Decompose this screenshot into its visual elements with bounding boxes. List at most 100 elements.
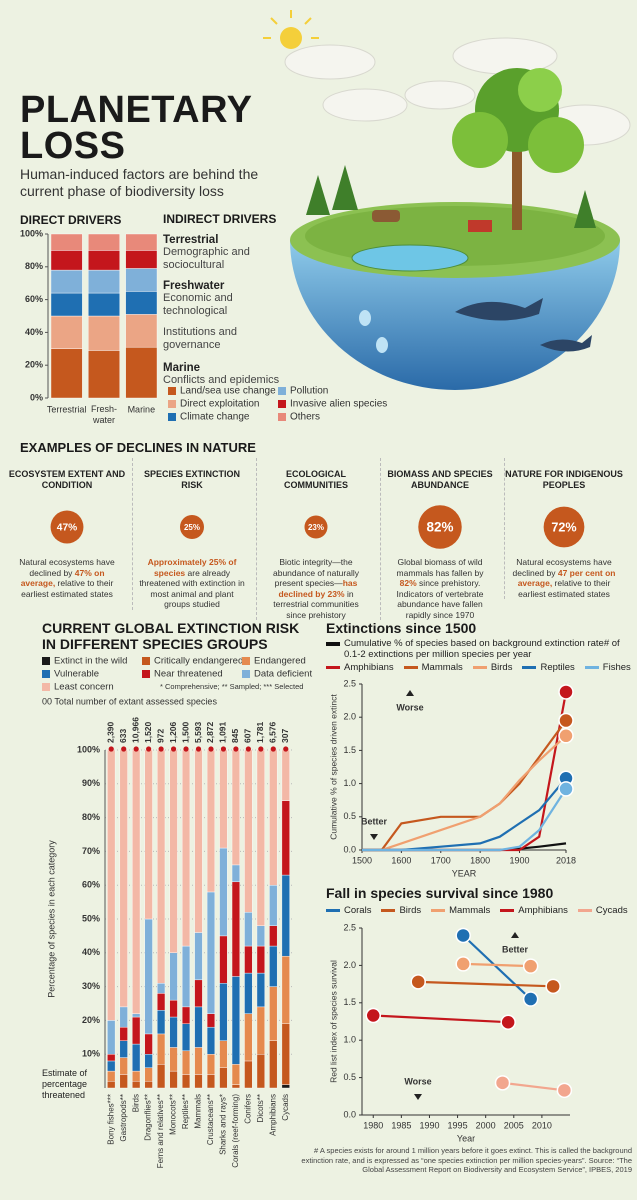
legend-swatch [381,909,396,912]
legend-label: Pollution [290,386,328,397]
example: BIOMASS AND SPECIES ABUNDANCE 82% Global b… [380,458,499,620]
bar-segment [269,925,278,947]
legend-item: Corals [326,905,371,916]
driver-text: Conflicts and epidemics [163,374,280,386]
deer [372,210,400,222]
point-marker [455,927,471,944]
series-line [362,734,567,852]
y-tick-label: 0.0 [343,844,356,854]
count-dot [133,746,139,752]
count-label: 845 [230,729,240,743]
y-tick-label: 100% [20,228,43,238]
count-dot [195,746,202,752]
y-tick-label: 60% [25,294,43,304]
y-tick-label: 20% [82,1015,100,1025]
section-title: INDIRECT DRIVERS [163,212,277,226]
jellyfish [359,310,388,353]
example-value: 72% [551,520,576,534]
tree-trunk [512,130,522,230]
x-tick-label: Birds [131,1094,140,1112]
x-tick-label: 1600 [391,855,411,865]
count-dot [233,746,239,752]
y-tick-label: 20% [25,360,43,370]
chart-title: CURRENT GLOBAL EXTINCTION RISK IN DIFFER… [42,620,300,652]
x-tick-label: Dicots** [256,1094,265,1122]
annotation-arrow [511,932,519,938]
driver-text: Economic and technological [163,292,233,317]
bar-segment [169,749,178,954]
bar-segment [169,1070,178,1089]
example-figure: 25% [180,515,204,539]
y-tick-label: 40% [82,947,100,957]
legend-item: Mammals [403,662,463,673]
bar-segment [107,1070,116,1082]
bar-segment [119,1040,128,1058]
y-axis-label: Cumulative % of species driven extinct [328,694,338,840]
bar-segment [107,1020,116,1055]
legend-label: Mammals [421,662,463,673]
bar-segment [219,847,228,937]
example-circle [418,505,462,549]
bar-segment [231,976,240,1065]
legend-item: Fishes [584,662,631,673]
count-label: 1,500 [180,721,190,743]
legend-label: Birds [399,905,422,916]
example-emphasis: 47 per cent on average, [517,567,616,589]
bar-segment [157,1064,166,1089]
count-label: 2,872 [205,721,215,743]
y-tick-label: 2.0 [343,960,356,970]
bar-segment [50,269,83,294]
x-tick-label: 1995 [448,1120,468,1130]
legend-label: Reptiles [540,662,575,673]
legend-label: Land/sea use change [180,386,276,397]
sun-rays [263,10,319,39]
tractor [468,220,492,232]
point-marker [410,974,426,990]
legend-label: Endangered [254,656,306,667]
y-tick-label: 0.5 [343,811,356,821]
example-text-part: are already threatened with extinction i… [139,567,245,610]
x-tick-label: 1990 [419,1120,439,1130]
point-marker [558,684,574,700]
bar-segment [88,292,120,317]
legend-item: Reptiles [522,662,575,673]
example-text: Global biomass of wild mammals has falle… [381,557,499,620]
point-marker [522,991,539,1007]
bar-segment [50,348,83,399]
bar-segment [50,292,83,317]
example-text-part: Natural ecosystems have declined by [512,557,612,578]
chart-title: DIRECT DRIVERS [20,213,122,227]
bar-segment [244,1013,253,1062]
y-tick-label: 30% [82,981,100,991]
bar-segment [206,891,216,1014]
bar-segment [125,291,158,315]
legend-swatch [168,387,176,395]
series-line [462,934,532,1000]
legend-item: Birds [472,662,513,673]
series-line [362,719,567,852]
pond [351,244,469,272]
legend-label: Birds [490,662,513,673]
bar-segment [88,233,120,251]
bar-segment [50,250,83,271]
bar-segment [194,932,203,981]
legend-swatch [242,670,250,678]
legend-item: Amphibians [500,905,568,916]
bar-segment [119,1057,128,1075]
example-emphasis: 82% [399,578,417,588]
bar-segment [157,993,166,1011]
example: ECOSYSTEM EXTENT AND CONDITION 47% Natural… [8,458,126,599]
x-tick-label: 2000 [476,1120,496,1130]
y-tick-label: 60% [82,880,100,890]
bar-segment [157,1010,166,1035]
count-dot [170,746,177,752]
series-line [463,962,531,968]
example-circle [304,515,328,539]
legend-swatch [42,670,50,678]
count-label: 10,966 [130,717,140,743]
example: SPECIES EXTINCTION RISK 25% Approximately … [132,458,251,610]
bar-segment [256,749,265,926]
count-dot [158,746,164,752]
bar-segment [281,1084,290,1089]
example-text: Approximately 25% of species are already… [133,557,251,610]
